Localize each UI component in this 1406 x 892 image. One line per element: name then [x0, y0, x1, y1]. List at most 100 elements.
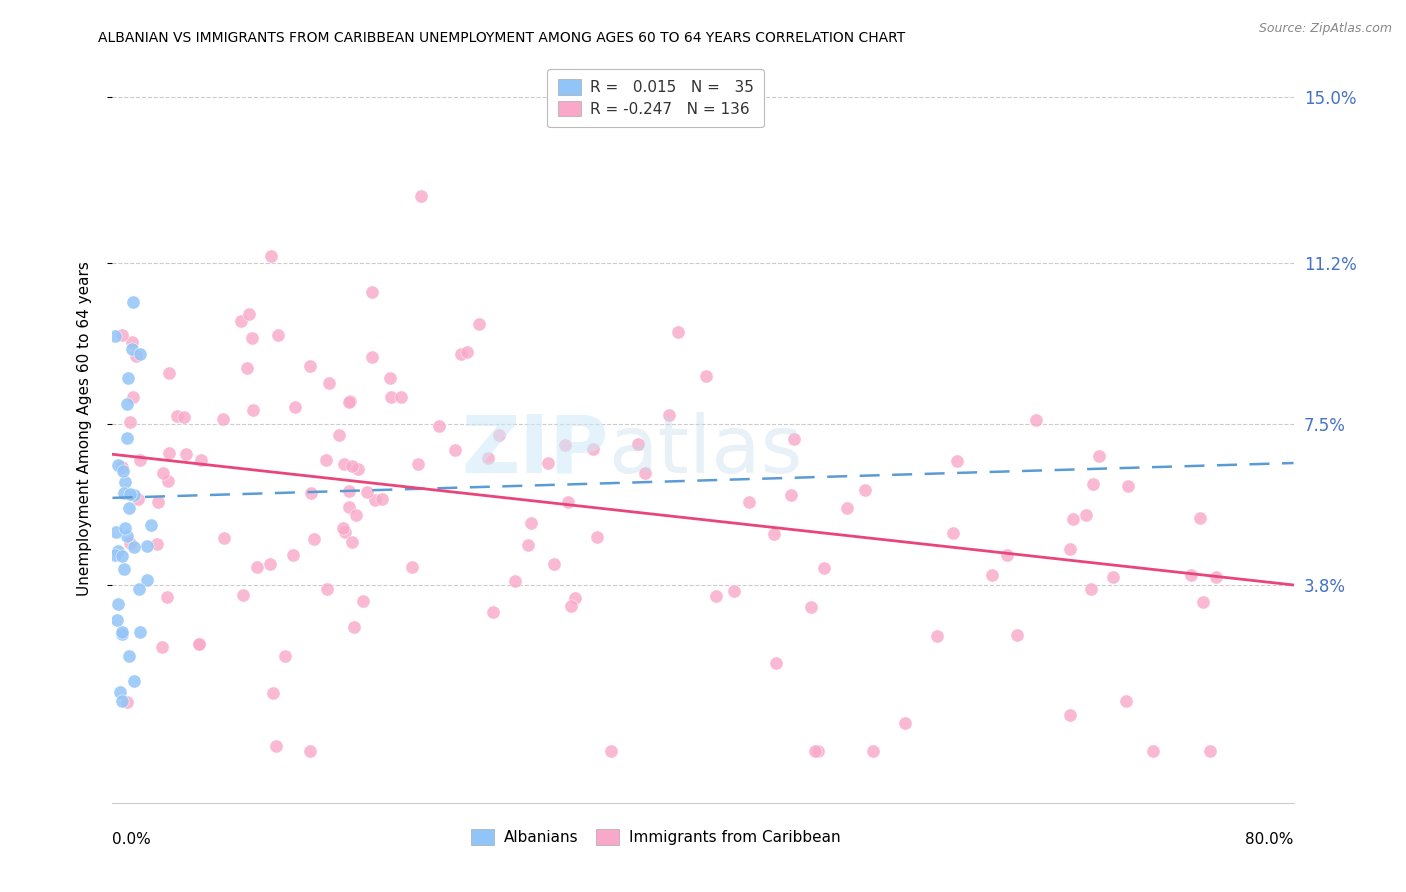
Point — [427, 418, 450, 433]
Point — [146, 495, 169, 509]
Point — [156, 590, 179, 604]
Point — [259, 557, 281, 571]
Point — [942, 526, 965, 541]
Point — [111, 459, 134, 474]
Point — [299, 485, 322, 500]
Point — [332, 521, 354, 535]
Point — [236, 360, 259, 375]
Point — [242, 330, 264, 344]
Point — [135, 539, 157, 553]
Point — [136, 573, 159, 587]
Point — [174, 447, 197, 461]
Point — [564, 591, 586, 605]
Point — [704, 589, 727, 603]
Point — [1115, 693, 1137, 707]
Point — [111, 627, 134, 641]
Point — [157, 366, 180, 380]
Point — [105, 613, 128, 627]
Point — [342, 458, 364, 473]
Point — [302, 532, 325, 546]
Point — [666, 325, 689, 339]
Point — [408, 458, 430, 472]
Point — [763, 527, 786, 541]
Point — [112, 485, 135, 500]
Point — [517, 538, 540, 552]
Point — [783, 432, 806, 446]
Point — [115, 528, 138, 542]
Point — [118, 415, 141, 429]
Point — [298, 743, 321, 757]
Point — [837, 501, 859, 516]
Point — [1116, 479, 1139, 493]
Point — [104, 524, 127, 539]
Point — [337, 500, 360, 515]
Point — [1142, 743, 1164, 757]
Point — [361, 285, 384, 300]
Point — [599, 743, 621, 757]
Point — [1102, 570, 1125, 584]
Point — [356, 485, 378, 500]
Point — [627, 437, 650, 451]
Point — [124, 674, 146, 689]
Point — [141, 518, 163, 533]
Point — [111, 624, 134, 639]
Point — [543, 557, 565, 571]
Point — [582, 442, 605, 456]
Point — [925, 629, 948, 643]
Point — [813, 561, 835, 575]
Point — [333, 458, 356, 472]
Point — [125, 349, 148, 363]
Point — [150, 640, 173, 655]
Point — [117, 431, 139, 445]
Point — [190, 453, 212, 467]
Point — [503, 574, 526, 589]
Point — [229, 313, 252, 327]
Point — [723, 583, 745, 598]
Point — [380, 390, 402, 404]
Y-axis label: Unemployment Among Ages 60 to 64 years: Unemployment Among Ages 60 to 64 years — [77, 260, 91, 596]
Point — [128, 582, 150, 597]
Point — [333, 524, 356, 539]
Point — [157, 446, 180, 460]
Point — [862, 743, 884, 757]
Point — [267, 328, 290, 343]
Point — [121, 390, 143, 404]
Point — [246, 559, 269, 574]
Point — [401, 560, 423, 574]
Point — [780, 488, 803, 502]
Point — [104, 548, 127, 562]
Point — [554, 438, 576, 452]
Point — [122, 540, 145, 554]
Point — [342, 535, 364, 549]
Point — [364, 493, 387, 508]
Point — [166, 409, 188, 423]
Point — [389, 390, 412, 404]
Point — [274, 648, 297, 663]
Point — [238, 307, 260, 321]
Point — [127, 492, 149, 507]
Text: Source: ZipAtlas.com: Source: ZipAtlas.com — [1258, 22, 1392, 36]
Point — [337, 484, 360, 499]
Point — [281, 549, 304, 563]
Point — [352, 594, 374, 608]
Point — [586, 530, 609, 544]
Point — [1199, 743, 1222, 757]
Point — [173, 410, 195, 425]
Point — [211, 411, 233, 425]
Point — [488, 428, 510, 442]
Point — [298, 359, 321, 373]
Point — [107, 598, 129, 612]
Point — [894, 716, 917, 731]
Point — [444, 442, 467, 457]
Point — [1080, 582, 1102, 597]
Point — [339, 394, 361, 409]
Point — [145, 537, 167, 551]
Point — [111, 327, 134, 342]
Point — [242, 403, 264, 417]
Point — [995, 549, 1018, 563]
Point — [114, 475, 136, 489]
Text: ALBANIAN VS IMMIGRANTS FROM CARIBBEAN UNEMPLOYMENT AMONG AGES 60 TO 64 YEARS COR: ALBANIAN VS IMMIGRANTS FROM CARIBBEAN UN… — [98, 31, 905, 45]
Point — [120, 536, 142, 550]
Point — [284, 400, 307, 414]
Point — [370, 492, 392, 507]
